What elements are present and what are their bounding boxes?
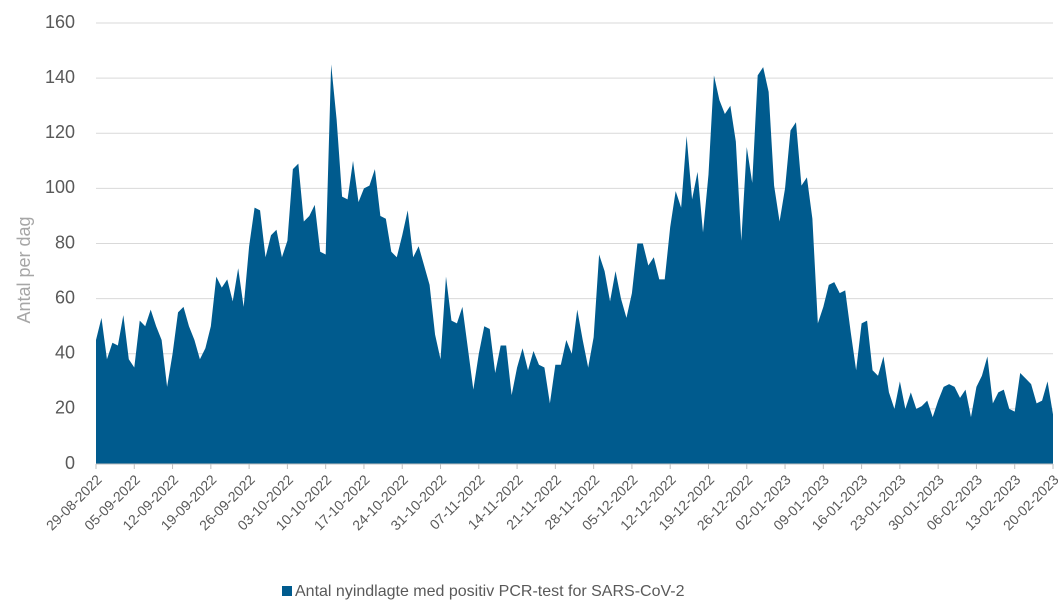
legend-label: Antal nyindlagte med positiv PCR-test fo… <box>295 583 685 600</box>
y-axis-title: Antal per dag <box>14 216 34 323</box>
y-tick-label: 40 <box>55 343 75 363</box>
y-tick-label: 0 <box>65 453 75 473</box>
y-tick-label: 100 <box>45 177 75 197</box>
y-tick-label: 80 <box>55 232 75 252</box>
area <box>96 64 1053 464</box>
legend-swatch <box>282 586 292 596</box>
y-tick-label: 20 <box>55 398 75 418</box>
y-tick-label: 60 <box>55 287 75 307</box>
y-tick-label: 140 <box>45 67 75 87</box>
y-tick-label: 160 <box>45 12 75 32</box>
y-tick-label: 120 <box>45 122 75 142</box>
